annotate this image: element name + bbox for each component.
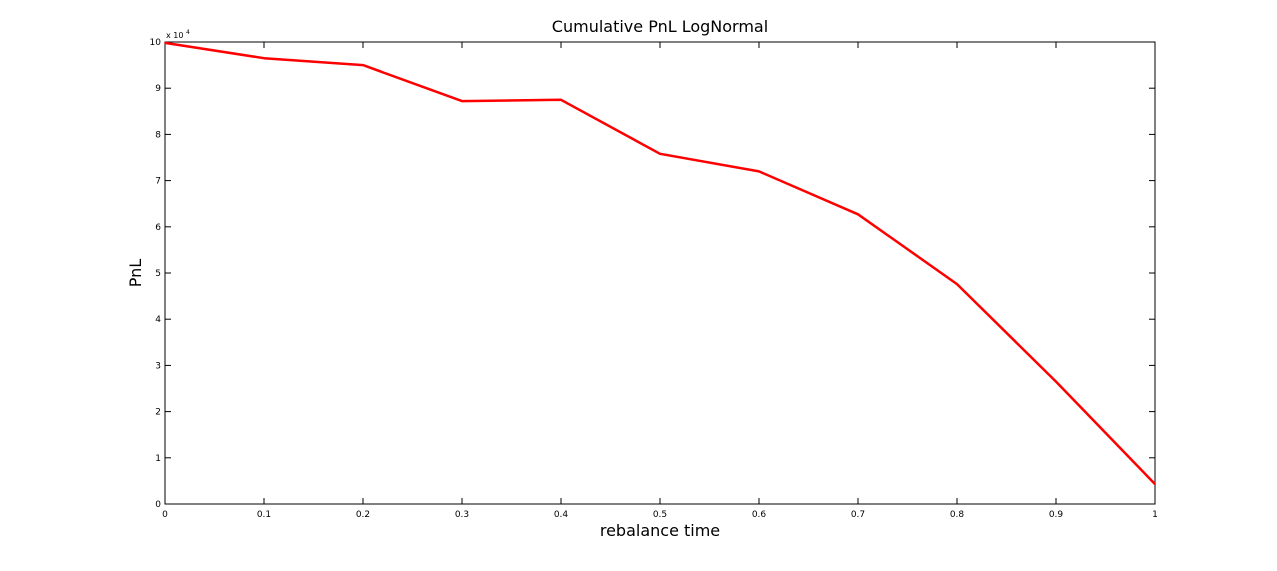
- y-tick-label: 3: [155, 361, 161, 371]
- x-tick-label: 1: [1152, 510, 1158, 520]
- y-tick-label: 10: [150, 38, 162, 48]
- x-tick-label: 0.7: [851, 510, 865, 520]
- series-point: [1154, 483, 1156, 485]
- series-point: [461, 100, 463, 102]
- series-layer: [164, 41, 1156, 485]
- x-tick-label: 0.5: [653, 510, 667, 520]
- x-tick-label: 0.4: [554, 510, 569, 520]
- x-tick-label: 0.8: [950, 510, 965, 520]
- series-point: [857, 213, 859, 216]
- series-point: [362, 64, 364, 66]
- x-tick-label: 0: [162, 510, 168, 520]
- series-point: [164, 42, 166, 44]
- y-tick-label: 4: [155, 315, 161, 325]
- series-point: [263, 57, 265, 59]
- x-tick-label: 0.3: [455, 510, 469, 520]
- x-tick-label: 0.6: [752, 510, 767, 520]
- y-tick-label: 9: [155, 84, 161, 94]
- y-axis-multiplier-base: x 10: [166, 31, 183, 40]
- y-tick-label: 2: [155, 408, 161, 418]
- series-point: [659, 153, 661, 155]
- chart-title: Cumulative PnL LogNormal: [552, 17, 768, 36]
- series-point: [1055, 380, 1057, 383]
- series-point: [560, 98, 562, 101]
- series-point: [956, 283, 958, 285]
- x-tick-label: 0.1: [257, 510, 271, 520]
- y-axis-label: PnL: [126, 259, 145, 288]
- x-axis-ticks: 0 0.1 0.2 0.3 0.4 0.5 0.6 0.7 0.8 0.9 1: [162, 42, 1158, 520]
- x-axis-label: rebalance time: [600, 521, 720, 540]
- y-tick-label: 6: [155, 223, 161, 233]
- series-point: [758, 170, 760, 173]
- y-tick-label: 1: [155, 454, 161, 464]
- y-tick-label: 0: [155, 500, 161, 510]
- y-axis-multiplier: x 10 4: [166, 29, 190, 40]
- y-axis-multiplier-exponent: 4: [186, 29, 190, 36]
- y-tick-label: 7: [155, 177, 161, 187]
- y-tick-label: 5: [155, 269, 161, 279]
- x-tick-label: 0.2: [356, 510, 370, 520]
- x-tick-label: 0.9: [1049, 510, 1064, 520]
- y-tick-label: 8: [155, 130, 161, 140]
